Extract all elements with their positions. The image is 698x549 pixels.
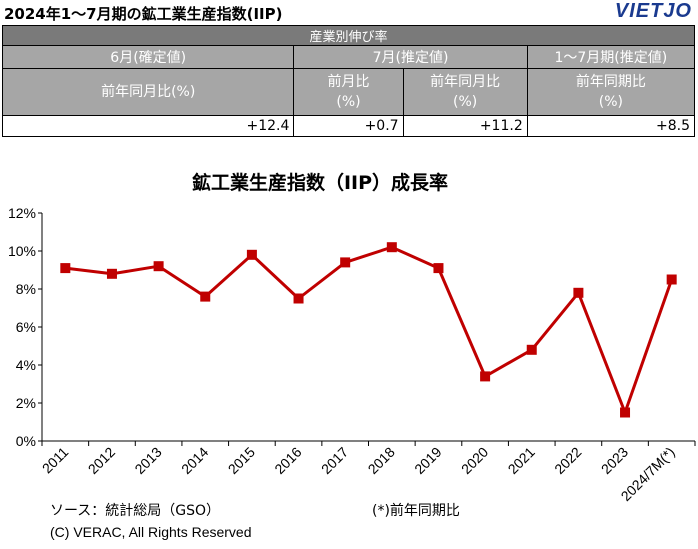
y-tick-label: 8% — [16, 281, 36, 297]
data-point — [666, 274, 677, 285]
sub-header-period-yoy: 前年同期比 (%) — [526, 68, 696, 116]
chart-title: 鉱工業生産指数（IIP）成長率 — [191, 172, 449, 194]
x-tick-label: 2017 — [318, 444, 351, 477]
y-tick-label: 12% — [8, 205, 36, 221]
group-header-jan-jul: 1～7月期(推定値) — [526, 45, 696, 69]
data-point — [620, 407, 631, 418]
x-tick-label: 2012 — [85, 444, 118, 477]
source-note: ソース：統計総局（GSO） — [50, 503, 221, 519]
x-tick-label: 2013 — [131, 444, 164, 477]
sub-header-june-yoy: 前年同月比(%) — [1, 68, 295, 116]
x-tick-label: 2022 — [551, 444, 584, 477]
table-band-header: 産業別伸び率 — [2, 25, 695, 46]
vietjo-logo: VIETJO — [615, 0, 692, 23]
footnote: (*)前年同期比 — [372, 503, 460, 519]
x-tick-label: 2011 — [39, 444, 72, 477]
y-tick-label: 4% — [16, 357, 36, 373]
x-tick-label: 2020 — [458, 444, 491, 477]
x-tick-label: 2018 — [365, 444, 398, 477]
y-tick-label: 0% — [16, 433, 36, 449]
logo-main-text: VIET — [614, 0, 664, 22]
value-june-yoy: +12.4 — [1, 115, 295, 137]
data-point — [200, 291, 211, 302]
page-title: 2024年1～7月期の鉱工業生産指数(IIP) — [4, 5, 283, 23]
sub-header-july-yoy: 前年同月比 (%) — [402, 68, 528, 116]
data-point — [573, 287, 584, 298]
data-point — [386, 242, 397, 253]
copyright: (C) VERAC, All Rights Reserved — [50, 524, 252, 540]
summary-table: 産業別伸び率 6月(確定値) 7月(推定値) 1～7月期(推定値) 前年同月比(… — [1, 25, 696, 137]
data-point — [526, 344, 537, 355]
x-tick-label: 2019 — [411, 444, 444, 477]
value-july-yoy: +11.2 — [402, 115, 528, 137]
value-period-yoy: +8.5 — [526, 115, 696, 137]
y-tick-label: 6% — [16, 319, 36, 335]
logo-tail-text: JO — [663, 0, 692, 22]
x-tick-label: 2016 — [271, 444, 304, 477]
y-tick-label: 10% — [8, 243, 36, 259]
sub-header-july-mom: 前月比 (%) — [293, 68, 404, 116]
x-tick-label: 2021 — [505, 444, 538, 477]
x-tick-label: 2014 — [178, 444, 211, 477]
series-line — [65, 245, 674, 414]
data-point — [480, 371, 491, 382]
data-point — [433, 263, 444, 274]
data-point — [246, 249, 257, 260]
data-point — [60, 263, 71, 274]
x-tick-label: 2015 — [225, 444, 258, 477]
y-tick-label: 2% — [16, 395, 36, 411]
x-tick-label: 2023 — [598, 444, 631, 477]
data-point — [340, 257, 351, 268]
data-point — [293, 293, 304, 304]
value-july-mom: +0.7 — [293, 115, 404, 137]
data-point — [153, 261, 164, 272]
data-point — [106, 268, 117, 279]
